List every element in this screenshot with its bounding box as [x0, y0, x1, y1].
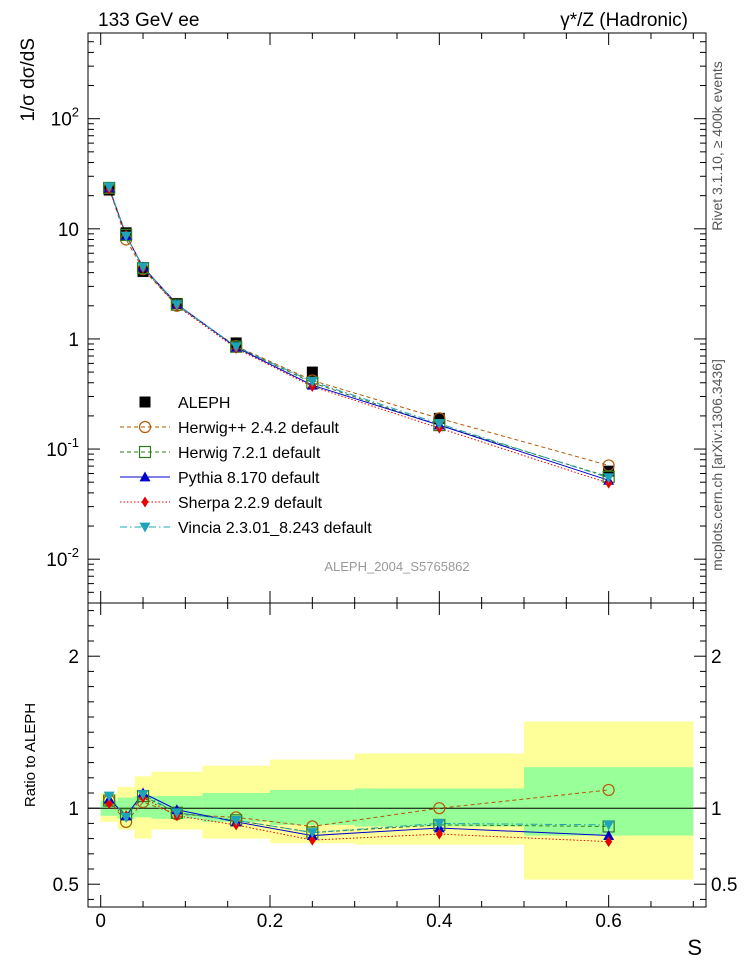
main-panel: 10-2 10-1 1 10 102 1/σ dσ/dS ALEPH_2004_S576… — [18, 32, 707, 604]
legend-item-pythia: Pythia 8.170 default — [120, 470, 320, 487]
legend-label-aleph: ALEPH — [178, 395, 230, 412]
ratio-point-vincia — [603, 820, 615, 831]
main-y-tick-label: 10-1 — [46, 435, 79, 461]
legend-marker-herwig7 — [138, 445, 152, 459]
ratio-y-tick-label-left: 2 — [68, 647, 79, 668]
main-y-tick-label: 10 — [58, 220, 79, 241]
ratio-point-sherpa — [435, 828, 443, 840]
main-frame — [87, 32, 707, 604]
ratio-y-axis-label: Ratio to ALEPH — [22, 703, 39, 807]
ratio-y-tick-label-left: 1 — [68, 799, 79, 820]
rivet-label: Rivet 3.1.10, ≥ 400k events — [709, 61, 725, 231]
legend-label-pythia: Pythia 8.170 default — [178, 470, 320, 487]
legend-marker-sherpa — [141, 496, 149, 508]
ratio-panel: 0.5 0.5 1 1 2 2 0 0.2 0.4 0.6 Ratio to ALEPH S — [22, 602, 737, 960]
legend: ALEPH Herwig++ 2.4.2 default Herwig 7.2.1 … — [120, 395, 372, 537]
x-tick-label: 0 — [95, 911, 106, 932]
analysis-id: ALEPH_2004_S5765862 — [324, 559, 469, 574]
ratio-point-vincia — [433, 819, 445, 829]
ratio-point-sherpa — [605, 836, 613, 848]
main-point-vincia — [120, 231, 132, 242]
main-y-tick-label: 10-2 — [46, 545, 79, 571]
main-y-tick-label: 102 — [51, 105, 79, 131]
main-point-vincia — [103, 182, 115, 193]
main-line-sherpa — [108, 188, 609, 484]
legend-label-herwigpp: Herwig++ 2.4.2 default — [178, 420, 340, 437]
legend-label-vincia: Vincia 2.3.01_8.243 default — [178, 520, 372, 537]
main-point-vincia — [306, 377, 318, 388]
main-point-vincia — [171, 300, 183, 311]
ratio-line-herwig7 — [108, 795, 609, 834]
ratio-point-vincia — [120, 812, 132, 823]
ratio-point-sherpa — [105, 798, 113, 810]
ratio-line-pythia — [108, 792, 609, 837]
legend-marker-aleph — [139, 396, 151, 408]
ratio-point-vincia — [137, 790, 149, 801]
main-point-vincia — [603, 473, 615, 484]
ratio-point-pythia — [603, 830, 615, 840]
legend-marker-pythia — [139, 471, 151, 482]
ratio-y-tick-label-right: 2 — [711, 647, 722, 668]
x-tick-label: 0.6 — [595, 911, 621, 932]
ratio-point-vincia — [171, 808, 183, 819]
legend-item-aleph: ALEPH — [139, 395, 230, 412]
main-y-axis-label: 1/σ dσ/dS — [18, 38, 39, 122]
legend-marker-vincia — [139, 522, 151, 533]
ratio-point-vincia — [306, 828, 318, 839]
main-point-vincia — [137, 262, 149, 273]
mcplots-label: mcplots.cern.ch [arXiv:1306.3436] — [709, 359, 725, 571]
x-tick-label: 0.4 — [426, 911, 453, 932]
ratio-y-tick-label-right: 0.5 — [711, 875, 737, 896]
main-point-aleph — [306, 366, 318, 378]
main-point-sherpa — [605, 477, 613, 489]
x-axis-label: S — [687, 935, 702, 960]
main-y-tick-label: 1 — [68, 330, 79, 351]
legend-item-vincia: Vincia 2.3.01_8.243 default — [120, 520, 372, 537]
ratio-point-vincia — [230, 815, 242, 826]
main-point-aleph — [433, 412, 445, 424]
legend-label-herwig7: Herwig 7.2.1 default — [178, 445, 321, 462]
ratio-point-herwigpp — [433, 802, 446, 815]
legend-item-herwig7: Herwig 7.2.1 default — [120, 445, 321, 462]
ratio-point-herwigpp — [602, 783, 615, 797]
ratio-y-tick-label-right: 1 — [711, 799, 722, 820]
legend-item-sherpa: Sherpa 2.2.9 default — [120, 495, 323, 512]
legend-label-sherpa: Sherpa 2.2.9 default — [178, 495, 323, 512]
process-label: γ*/Z (Hadronic) — [560, 10, 688, 31]
main-point-vincia — [230, 342, 242, 353]
ratio-point-vincia — [103, 791, 115, 802]
energy-label: 133 GeV ee — [98, 10, 199, 31]
ratio-point-sherpa — [308, 834, 316, 846]
ratio-band-inner — [270, 789, 355, 825]
main-point-vincia — [433, 419, 445, 430]
ratio-y-tick-label-left: 0.5 — [53, 875, 79, 896]
legend-item-herwigpp: Herwig++ 2.4.2 default — [120, 420, 340, 437]
main-line-vincia — [108, 186, 609, 479]
legend-marker-herwigpp — [138, 420, 152, 434]
x-tick-label: 0.2 — [257, 911, 283, 932]
